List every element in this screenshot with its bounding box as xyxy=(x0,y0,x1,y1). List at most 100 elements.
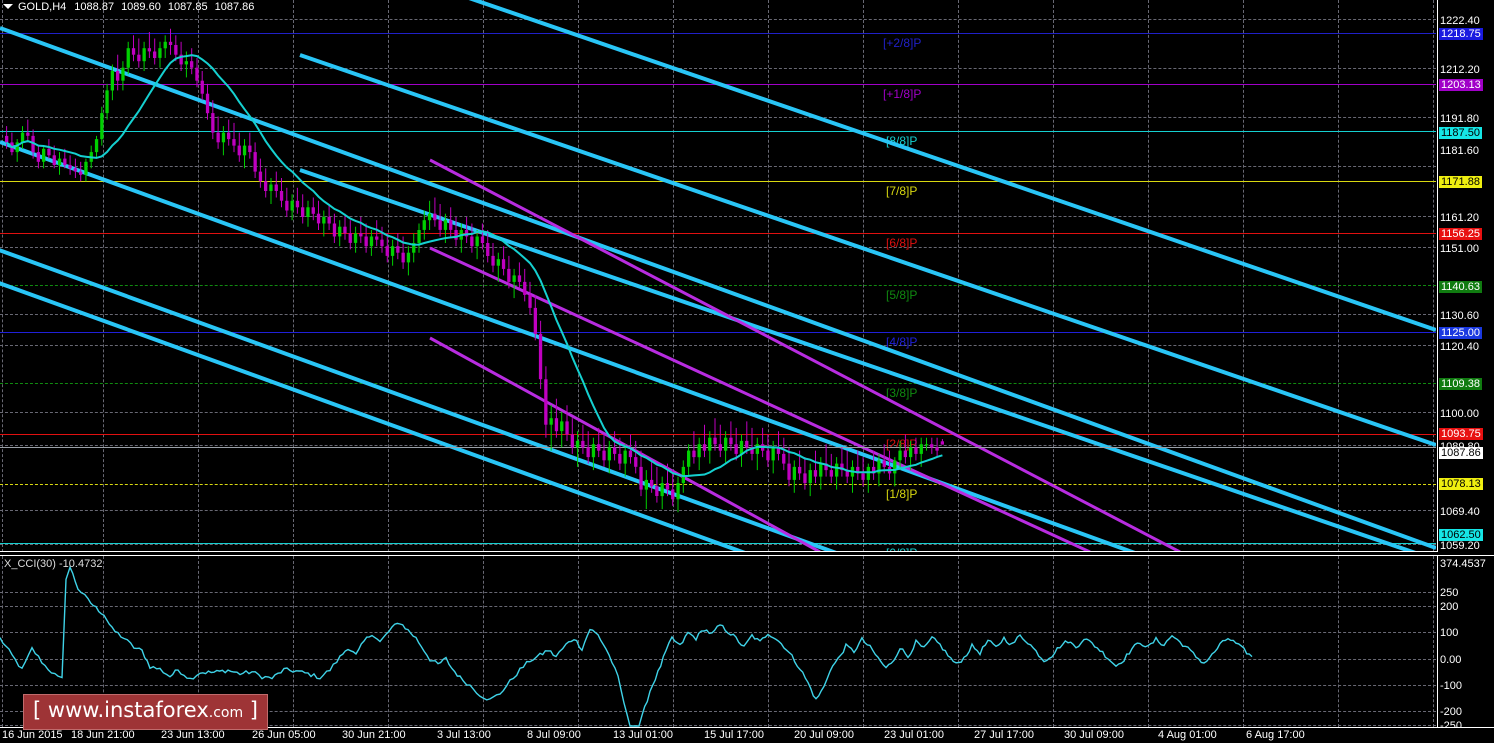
price-axis[interactable]: 1222.40 1218.75 1212.20 1203.13 1191.80 1187.… xyxy=(1437,0,1494,552)
indicator-axis-label: 0.00 xyxy=(1440,654,1462,666)
price-axis-label: 1161.20 xyxy=(1440,212,1479,224)
vertical-gridline xyxy=(1053,556,1054,727)
price-axis-label: 1062.50 xyxy=(1439,529,1483,541)
vertical-gridline xyxy=(293,0,294,552)
price-axis-label: 1059.20 xyxy=(1440,540,1480,552)
vertical-gridline xyxy=(388,0,389,552)
ohlc-value-2: 1087.85 xyxy=(167,1,208,13)
level-line-78[interactable] xyxy=(0,181,1436,182)
horizontal-gridline xyxy=(0,345,1436,346)
ohlc-values: 1088.87 1089.60 1087.85 1087.86 xyxy=(74,1,261,13)
time-axis-label: 4 Aug 01:00 xyxy=(1158,729,1217,741)
price-axis-label: 1156.25 xyxy=(1439,228,1482,240)
price-axis-label: 1087.86 xyxy=(1439,447,1483,459)
instaforex-watermark[interactable]: [ www.instaforex.com ] xyxy=(23,694,268,730)
level-line-68[interactable] xyxy=(0,233,1436,234)
price-axis-label: 1140.63 xyxy=(1439,281,1482,293)
horizontal-gridline xyxy=(0,685,1436,686)
level-line-28[interactable] xyxy=(0,434,1436,435)
horizontal-gridline xyxy=(0,659,1436,660)
indicator-axis-label: 200 xyxy=(1440,601,1459,613)
vertical-gridline xyxy=(1053,0,1054,552)
ohlc-value-3: 1087.86 xyxy=(214,1,255,13)
level-line-18[interactable] xyxy=(0,484,1436,485)
level-label-38: [3/8]P xyxy=(886,386,918,400)
vertical-gridline xyxy=(768,0,769,552)
vertical-gridline xyxy=(673,556,674,727)
price-axis-label: 1078.13 xyxy=(1439,478,1483,490)
vertical-gridline xyxy=(673,0,674,552)
vertical-gridline xyxy=(1338,556,1339,727)
indicator-axis[interactable]: 374.45372502001000.00-100-200-250-391.36… xyxy=(1437,556,1494,743)
vertical-gridline xyxy=(1433,0,1434,552)
price-axis-label: 1125.00 xyxy=(1439,327,1482,339)
time-axis-label: 16 Jun 2015 xyxy=(2,729,63,741)
indicator-axis-label: -100 xyxy=(1440,680,1463,692)
horizontal-gridline xyxy=(0,247,1436,248)
horizontal-gridline xyxy=(0,725,1436,726)
pane-separator-bottom xyxy=(0,555,1494,556)
triangle-down-icon[interactable] xyxy=(3,3,13,9)
vertical-gridline xyxy=(483,0,484,552)
time-axis[interactable]: 16 Jun 2015 18 Jun 21:00 23 Jun 13:00 26 Ju… xyxy=(0,727,1494,743)
vertical-gridline xyxy=(1243,556,1244,727)
pane-separator-top xyxy=(0,551,1494,552)
indicator-axis-label: 100 xyxy=(1440,627,1459,639)
vertical-gridline xyxy=(958,556,959,727)
time-axis-label: 27 Jul 17:00 xyxy=(974,729,1034,741)
price-axis-label: 1222.40 xyxy=(1440,15,1480,27)
vertical-gridline xyxy=(198,556,199,727)
vertical-gridline xyxy=(103,556,104,727)
price-axis-label: 1109.38 xyxy=(1439,378,1482,390)
vertical-gridline xyxy=(578,0,579,552)
price-axis-label: 1218.75 xyxy=(1439,28,1483,40)
vertical-gridline xyxy=(958,0,959,552)
level-label-48: [4/8]P xyxy=(886,335,918,349)
price-chart-pane[interactable]: [+2/8]P [+1/8]P [8/8]P [7/8]P [6/8]P [5/8]P [4… xyxy=(0,0,1436,552)
price-axis-label: 1151.00 xyxy=(1440,243,1479,255)
vertical-gridline xyxy=(863,0,864,552)
price-axis-label: 1203.13 xyxy=(1439,79,1483,91)
horizontal-gridline xyxy=(0,592,1436,593)
watermark-url: www.instaforex xyxy=(47,698,209,722)
price-axis-label: 1181.60 xyxy=(1440,145,1479,157)
price-axis-label: 1069.40 xyxy=(1440,506,1480,518)
level-label-78: [7/8]P xyxy=(886,184,918,198)
level-label-28: [+2/8]P xyxy=(883,36,922,50)
level-label-68: [6/8]P xyxy=(886,236,918,250)
time-axis-label: 8 Jul 09:00 xyxy=(527,729,581,741)
price-axis-label: 1120.40 xyxy=(1440,341,1479,353)
cci-line xyxy=(0,565,1253,727)
price-axis-label: 1130.60 xyxy=(1440,310,1479,322)
horizontal-gridline xyxy=(0,216,1436,217)
level-line-38[interactable] xyxy=(0,383,1436,384)
bracket-close: ] xyxy=(249,698,258,722)
cci-indicator-pane[interactable] xyxy=(0,556,1436,727)
level-line-48[interactable] xyxy=(0,332,1436,333)
candlestick-series[interactable] xyxy=(0,0,1436,552)
horizontal-gridline xyxy=(0,412,1436,413)
horizontal-gridline xyxy=(0,711,1436,712)
horizontal-gridline xyxy=(0,445,1436,446)
time-axis-label: 30 Jun 21:00 xyxy=(342,729,406,741)
level-line-28[interactable] xyxy=(0,33,1436,34)
horizontal-gridline xyxy=(0,166,1436,167)
vertical-gridline xyxy=(1243,0,1244,552)
current-price-line xyxy=(0,447,1436,448)
indicator-label: X_CCI(30) -10.4732 xyxy=(4,558,103,570)
vertical-gridline xyxy=(1148,0,1149,552)
vertical-gridline xyxy=(2,0,3,552)
vertical-gridline xyxy=(1148,556,1149,727)
level-line-58[interactable] xyxy=(0,285,1436,286)
time-axis-label: 15 Jul 17:00 xyxy=(704,729,764,741)
time-axis-label: 18 Jun 21:00 xyxy=(71,729,135,741)
indicator-axis-label: 250 xyxy=(1440,587,1459,599)
level-label-18: [+1/8]P xyxy=(883,87,922,101)
price-axis-label: 1093.75 xyxy=(1439,428,1483,440)
level-line-88[interactable] xyxy=(0,131,1436,132)
vertical-gridline xyxy=(103,0,104,552)
time-axis-label: 30 Jul 09:00 xyxy=(1064,729,1124,741)
horizontal-gridline xyxy=(0,606,1436,607)
vertical-gridline xyxy=(293,556,294,727)
price-axis-label: 1100.00 xyxy=(1440,408,1479,420)
